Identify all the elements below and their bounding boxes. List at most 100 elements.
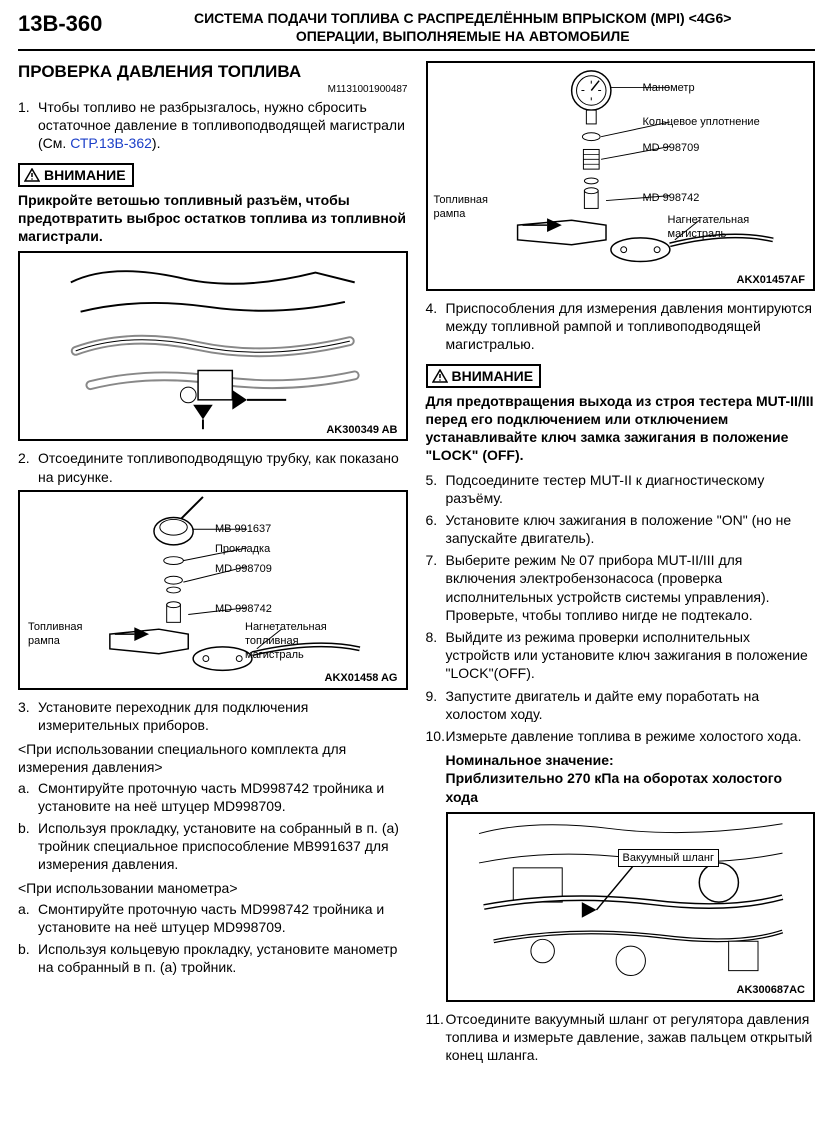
step-text: Отсоедините топливоподводящую трубку, ка… [38,450,399,484]
step-marker: 1. [18,98,30,116]
warning-badge-2: ВНИМАНИЕ [426,364,542,388]
fig4-label-vac: Вакуумный шланг [618,849,719,867]
document-id: M1131001900487 [18,83,408,96]
step-9: 9. Запустите двигатель и дайте ему порабо… [426,687,816,723]
step-text: Приспособления для измерения давления мо… [446,300,812,352]
page-link[interactable]: СТР.13B-362 [70,135,152,151]
figure-1: AK300349 AB [18,251,408,441]
fig2-label-rail: Топливная рампа [28,620,83,649]
step-text: Измерьте давление топлива в режиме холос… [446,728,802,744]
warning-icon [432,369,448,383]
figure-4-svg [448,814,814,1000]
sub1-a: a. Смонтируйте проточную часть MD998742 т… [18,779,408,815]
step-marker: 10. [426,727,445,745]
warning-text-2: Для предотвращения выхода из строя тесте… [426,392,816,465]
nominal-title: Номинальное значение: [446,751,816,769]
steps-list-right-1: 4. Приспособления для измерения давления… [426,299,816,354]
fig3-label-line: Нагнетательная магистраль [668,213,750,242]
fig3-label-rail: Топливная рампа [434,193,489,222]
left-column: ПРОВЕРКА ДАВЛЕНИЯ ТОПЛИВА M1131001900487… [18,61,408,1068]
figure-code: AKX01458 AG [323,671,400,685]
sub-text: Смонтируйте проточную часть MD998742 тро… [38,901,384,935]
step-marker: 4. [426,299,438,317]
step-8: 8. Выйдите из режима проверки исполнитель… [426,628,816,683]
figure-2: MB 991637 Прокладка MD 998709 MD 998742 … [18,490,408,690]
sub1-list: a. Смонтируйте проточную часть MD998742 т… [18,779,408,874]
figure-4: Вакуумный шланг AK300687AC [446,812,816,1002]
figure-code: AK300349 AB [324,423,399,437]
step-4: 4. Приспособления для измерения давления… [426,299,816,354]
fig3-label-md2: MD 998742 [643,191,700,205]
warning-badge: ВНИМАНИЕ [18,163,134,187]
figure-3: Манометр Кольцевое уплотнение MD 998709 … [426,61,816,291]
step-text: Выберите режим № 07 прибора MUT-II/III д… [446,552,770,623]
steps-list-right-2: 5. Подсоедините тестер MUT-II к диагности… [426,471,816,746]
steps-list-left: 1. Чтобы топливо не разбрызгалось, нужно… [18,98,408,153]
step-marker: 11. [426,1010,444,1028]
step-7: 7. Выберите режим № 07 прибора MUT-II/III… [426,551,816,624]
step-marker: 3. [18,698,30,716]
step-text: Подсоедините тестер MUT-II к диагностиче… [446,472,765,506]
warning-label: ВНИМАНИЕ [44,166,126,184]
fig2-label-gasket: Прокладка [215,542,270,556]
step-2: 2. Отсоедините топливоподводящую трубку,… [18,449,408,485]
alpha-marker: b. [18,940,30,958]
step-5: 5. Подсоедините тестер MUT-II к диагности… [426,471,816,507]
step-text: Запустите двигатель и дайте ему поработа… [446,688,760,722]
step-11: 11.Отсоедините вакуумный шланг от регуля… [426,1010,816,1065]
page-header: 13B-360 СИСТЕМА ПОДАЧИ ТОПЛИВА С РАСПРЕД… [18,10,815,51]
page-code: 13B-360 [18,10,102,39]
fig2-label-mb: MB 991637 [215,522,271,536]
figure-2-svg [20,492,406,688]
nominal-value: Приблизительно 270 кПа на оборотах холос… [446,769,816,805]
header-title: СИСТЕМА ПОДАЧИ ТОПЛИВА С РАСПРЕДЕЛЁННЫМ … [110,10,815,45]
step-text: Установите ключ зажигания в положение "O… [446,512,792,546]
right-column: Манометр Кольцевое уплотнение MD 998709 … [426,61,816,1068]
content-columns: ПРОВЕРКА ДАВЛЕНИЯ ТОПЛИВА M1131001900487… [18,61,815,1068]
fig3-label-gauge: Манометр [643,81,695,95]
steps-list-left-3: 3. Установите переходник для подключения… [18,698,408,734]
fig3-label-oring: Кольцевое уплотнение [643,115,760,129]
alpha-marker: b. [18,819,30,837]
fig2-label-md1: MD 998709 [215,562,272,576]
step-3: 3. Установите переходник для подключения… [18,698,408,734]
steps-list-left-2: 2. Отсоедините топливоподводящую трубку,… [18,449,408,485]
step-1: 1. Чтобы топливо не разбрызгалось, нужно… [18,98,408,153]
step-marker: 7. [426,551,438,569]
figure-code: AK300687AC [735,983,807,997]
sub1-b: b. Используя прокладку, установите на соб… [18,819,408,874]
fig2-label-md2: MD 998742 [215,602,272,616]
figure-3-svg [428,63,814,289]
header-title-line1: СИСТЕМА ПОДАЧИ ТОПЛИВА С РАСПРЕДЕЛЁННЫМ … [194,10,731,26]
sub-text: Используя прокладку, установите на собра… [38,820,399,872]
step-text-end: ). [152,135,161,151]
sub2-list: a. Смонтируйте проточную часть MD998742 т… [18,900,408,977]
step-marker: 9. [426,687,438,705]
sub-text: Смонтируйте проточную часть MD998742 тро… [38,780,384,814]
fig2-label-line: Нагнетательная топливная магистраль [245,620,327,663]
step-marker: 5. [426,471,438,489]
step-10: 10.Измерьте давление топлива в режиме хо… [426,727,816,745]
fig3-label-md1: MD 998709 [643,141,700,155]
step-text: Установите переходник для подключения из… [38,699,308,733]
step-6: 6. Установите ключ зажигания в положение … [426,511,816,547]
alpha-marker: a. [18,779,30,797]
warning-label: ВНИМАНИЕ [452,367,534,385]
alpha-marker: a. [18,900,30,918]
header-title-line2: ОПЕРАЦИИ, ВЫПОЛНЯЕМЫЕ НА АВТОМОБИЛЕ [296,28,630,44]
nominal-block: Номинальное значение: Приблизительно 270… [426,751,816,806]
section-title: ПРОВЕРКА ДАВЛЕНИЯ ТОПЛИВА [18,61,408,83]
warning-icon [24,168,40,182]
step-marker: 8. [426,628,438,646]
warning-text: Прикройте ветошью топливный разъём, чтоб… [18,191,408,246]
sub2-b: b. Используя кольцевую прокладку, установ… [18,940,408,976]
sub-text: Используя кольцевую прокладку, установит… [38,941,397,975]
step-text: Выйдите из режима проверки исполнительны… [446,629,808,681]
subsection-title-1: <При использовании специального комплект… [18,740,408,776]
step-marker: 6. [426,511,438,529]
figure-1-svg [20,253,406,439]
subsection-title-2: <При использовании манометра> [18,879,408,897]
step-marker: 2. [18,449,30,467]
sub2-a: a. Смонтируйте проточную часть MD998742 т… [18,900,408,936]
step-text: Отсоедините вакуумный шланг от регулятор… [446,1011,813,1063]
